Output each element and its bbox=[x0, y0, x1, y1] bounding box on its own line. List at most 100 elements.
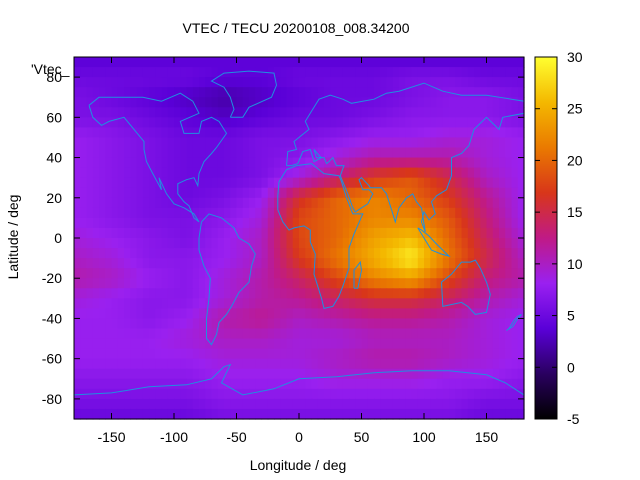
heatmap-cell bbox=[355, 57, 363, 68]
heatmap-cell bbox=[86, 278, 94, 289]
heatmap-cell bbox=[367, 238, 375, 249]
heatmap-cell bbox=[399, 107, 406, 118]
heatmap-cell bbox=[236, 107, 244, 118]
heatmap-cell bbox=[386, 338, 394, 350]
heatmap-cell bbox=[511, 97, 519, 108]
heatmap-cell bbox=[380, 248, 388, 259]
heatmap-cell bbox=[411, 398, 419, 410]
heatmap-cell bbox=[86, 238, 94, 249]
heatmap-cell bbox=[242, 408, 250, 420]
heatmap-cell bbox=[192, 278, 200, 289]
heatmap-cell bbox=[505, 227, 513, 239]
heatmap-cell bbox=[142, 358, 150, 370]
heatmap-cell bbox=[505, 288, 513, 299]
heatmap-cell bbox=[424, 167, 431, 179]
heatmap-cell bbox=[424, 137, 431, 149]
heatmap-cell bbox=[111, 77, 119, 88]
heatmap-cell bbox=[405, 167, 413, 179]
heatmap-cell bbox=[499, 97, 506, 108]
heatmap-cell bbox=[149, 378, 156, 390]
heatmap-cell bbox=[261, 268, 269, 279]
heatmap-cell bbox=[80, 288, 88, 299]
heatmap-cell bbox=[355, 338, 363, 350]
heatmap-cell bbox=[174, 197, 181, 209]
heatmap-cell bbox=[317, 177, 325, 189]
heatmap-cell bbox=[242, 197, 250, 209]
heatmap-cell bbox=[280, 288, 288, 299]
heatmap-cell bbox=[124, 398, 131, 410]
heatmap-cell bbox=[211, 147, 219, 159]
heatmap-cell bbox=[505, 57, 513, 68]
heatmap-cell bbox=[224, 368, 231, 380]
heatmap-cell bbox=[430, 328, 438, 340]
heatmap-cell bbox=[486, 127, 494, 139]
heatmap-cell bbox=[492, 137, 500, 149]
heatmap-cell bbox=[117, 268, 125, 279]
heatmap-cell bbox=[167, 268, 175, 279]
heatmap-cell bbox=[330, 388, 338, 400]
heatmap-cell bbox=[436, 117, 444, 128]
heatmap-cell bbox=[117, 278, 125, 289]
heatmap-cell bbox=[286, 187, 294, 199]
heatmap-cell bbox=[286, 207, 294, 219]
heatmap-cell bbox=[205, 258, 213, 269]
heatmap-cell bbox=[499, 207, 506, 219]
heatmap-cell bbox=[324, 117, 331, 128]
heatmap-cell bbox=[424, 97, 431, 108]
heatmap-cell bbox=[480, 298, 488, 309]
heatmap-cell bbox=[142, 157, 150, 169]
heatmap-cell bbox=[292, 137, 300, 149]
heatmap-cell bbox=[499, 107, 506, 118]
heatmap-cell bbox=[192, 127, 200, 139]
heatmap-cell bbox=[299, 368, 306, 380]
heatmap-cell bbox=[380, 97, 388, 108]
heatmap-cell bbox=[186, 227, 194, 239]
heatmap-cell bbox=[492, 308, 500, 320]
heatmap-cell bbox=[80, 378, 88, 390]
heatmap-cell bbox=[299, 67, 306, 78]
heatmap-cell bbox=[380, 298, 388, 309]
heatmap-cell bbox=[236, 388, 244, 400]
heatmap-cell bbox=[317, 308, 325, 320]
heatmap-cell bbox=[124, 87, 131, 98]
heatmap-cell bbox=[517, 238, 525, 249]
heatmap-cell bbox=[236, 127, 244, 139]
heatmap-cell bbox=[399, 378, 406, 390]
heatmap-cell bbox=[424, 227, 431, 239]
heatmap-cell bbox=[367, 57, 375, 68]
heatmap-cell bbox=[261, 388, 269, 400]
heatmap-cell bbox=[417, 87, 425, 98]
heatmap-cell bbox=[349, 328, 356, 340]
heatmap-cell bbox=[249, 87, 256, 98]
heatmap-cell bbox=[517, 258, 525, 269]
heatmap-cell bbox=[399, 268, 406, 279]
heatmap-cell bbox=[399, 348, 406, 360]
heatmap-cell bbox=[105, 77, 113, 88]
heatmap-cell bbox=[105, 57, 113, 68]
heatmap-cell bbox=[161, 408, 169, 420]
heatmap-cell bbox=[180, 388, 188, 400]
heatmap-cell bbox=[374, 358, 381, 370]
heatmap-cell bbox=[211, 177, 219, 189]
heatmap-cell bbox=[161, 268, 169, 279]
heatmap-cell bbox=[424, 308, 431, 320]
heatmap-cell bbox=[105, 238, 113, 249]
heatmap-cell bbox=[274, 318, 281, 330]
heatmap-cell bbox=[186, 57, 194, 68]
heatmap-cell bbox=[311, 308, 319, 320]
heatmap-cell bbox=[480, 248, 488, 259]
heatmap-cell bbox=[242, 127, 250, 139]
heatmap-cell bbox=[280, 348, 288, 360]
heatmap-cell bbox=[342, 97, 350, 108]
heatmap-cell bbox=[492, 117, 500, 128]
heatmap-cell bbox=[230, 318, 238, 330]
heatmap-cell bbox=[399, 258, 406, 269]
heatmap-cell bbox=[380, 408, 388, 420]
heatmap-cell bbox=[167, 348, 175, 360]
heatmap-cell bbox=[86, 127, 94, 139]
heatmap-cell bbox=[180, 328, 188, 340]
heatmap-cell bbox=[486, 308, 494, 320]
heatmap-cell bbox=[292, 368, 300, 380]
heatmap-cell bbox=[311, 358, 319, 370]
heatmap-cell bbox=[299, 117, 306, 128]
